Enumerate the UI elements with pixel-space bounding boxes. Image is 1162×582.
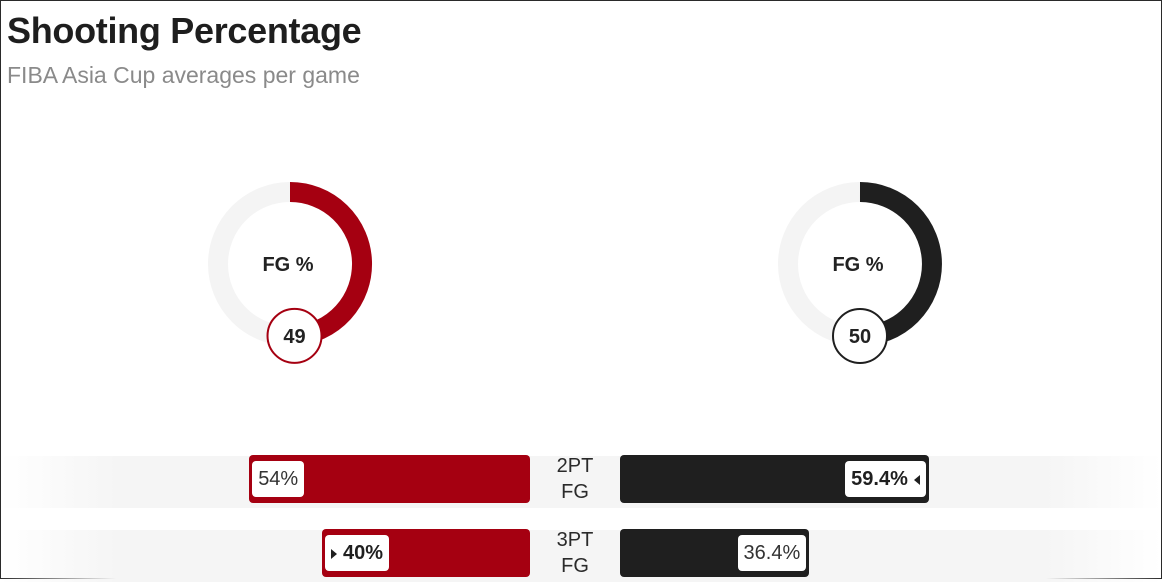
donut-label: FG %: [262, 254, 313, 276]
winner-arrow-icon: [913, 474, 920, 485]
donut-2: FG % 50: [778, 182, 942, 364]
bar-value-text: 59.4%: [851, 468, 908, 490]
donut-label: FG %: [832, 254, 883, 276]
bar-row-background: [0, 530, 1162, 582]
bar-value-label: 40%: [325, 535, 390, 571]
donut-value: 50: [849, 326, 871, 348]
bar-value-text: 40%: [343, 542, 384, 564]
donut-charts: FG % 49 FG % 50: [208, 182, 942, 364]
category-label-line: 3PT: [556, 529, 594, 551]
chart-title: Shooting Percentage: [7, 10, 362, 51]
bar-team-b: 59.4%: [620, 455, 929, 503]
bar-value-label: 54%: [252, 461, 305, 497]
donut-1: FG % 49: [208, 182, 372, 364]
category-label-line: FG: [561, 481, 589, 503]
bar-value-label: 59.4%: [845, 461, 926, 497]
category-label-line: FG: [561, 555, 589, 577]
bar-value-text: 36.4%: [743, 542, 801, 564]
bar-team-a: 40%: [322, 529, 530, 577]
donut-arc: [289, 182, 372, 346]
donut-value: 49: [283, 326, 305, 348]
bar-team-b: 36.4%: [620, 529, 810, 577]
category-label-line: 2PT: [556, 455, 594, 477]
category-label: 2PT FG: [540, 453, 610, 505]
donut-arc: [859, 182, 942, 346]
bar-team-a: 54%: [249, 455, 530, 503]
chart-subtitle: FIBA Asia Cup averages per game: [7, 62, 360, 88]
donut-value-badge: [832, 308, 888, 364]
bar-value-label: 36.4%: [737, 535, 807, 571]
winner-arrow-icon: [331, 548, 337, 559]
donut-value-badge: [266, 307, 323, 364]
bar-row-background: [0, 456, 1162, 508]
category-label: 3PT FG: [540, 527, 610, 579]
bar-value-text: 54%: [258, 468, 299, 490]
